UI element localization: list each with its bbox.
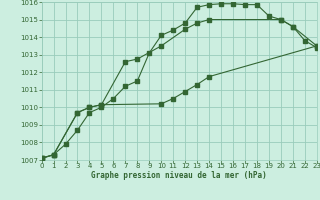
- X-axis label: Graphe pression niveau de la mer (hPa): Graphe pression niveau de la mer (hPa): [91, 171, 267, 180]
